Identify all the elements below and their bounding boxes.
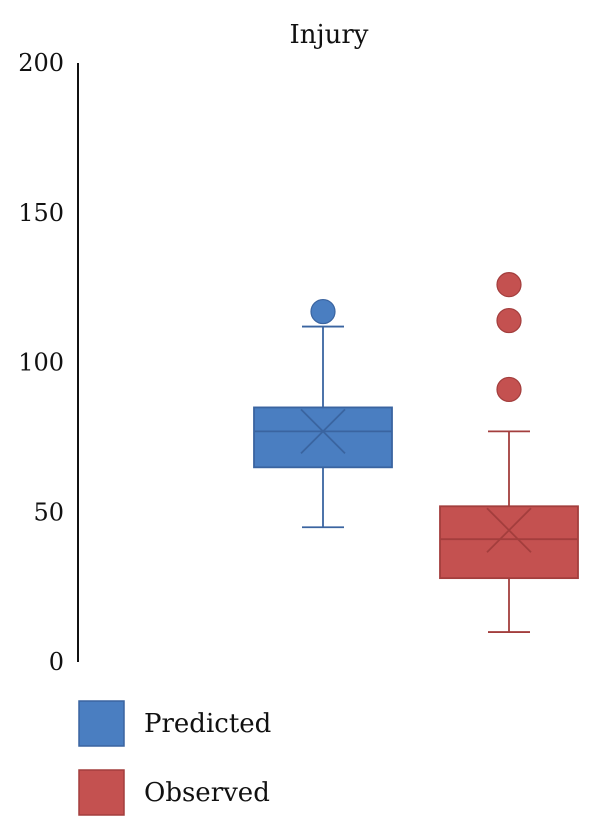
y-axis-ticks: 0 50 100 150 200 bbox=[18, 49, 64, 676]
outlier-point bbox=[310, 298, 336, 325]
legend-swatch-predicted bbox=[78, 700, 125, 747]
chart-title: Injury bbox=[290, 20, 369, 50]
box-observed bbox=[439, 272, 579, 633]
y-tick-label: 0 bbox=[49, 648, 64, 676]
legend: Predicted Observed bbox=[78, 700, 271, 816]
mean-marker bbox=[300, 408, 346, 455]
outlier-point bbox=[496, 272, 522, 298]
y-tick-label: 100 bbox=[18, 349, 64, 377]
mean-marker bbox=[486, 507, 532, 553]
y-tick-label: 150 bbox=[18, 199, 64, 227]
interquartile-box bbox=[439, 505, 579, 580]
outlier-point bbox=[496, 376, 522, 403]
outlier-point bbox=[496, 307, 522, 334]
y-tick-label: 50 bbox=[33, 498, 64, 526]
legend-label-predicted: Predicted bbox=[144, 709, 271, 739]
y-tick-label: 200 bbox=[18, 49, 64, 77]
legend-swatch-observed bbox=[78, 769, 125, 816]
legend-label-observed: Observed bbox=[144, 778, 270, 808]
box-series bbox=[253, 272, 579, 633]
interquartile-box bbox=[253, 406, 393, 469]
box-predicted bbox=[253, 298, 393, 529]
